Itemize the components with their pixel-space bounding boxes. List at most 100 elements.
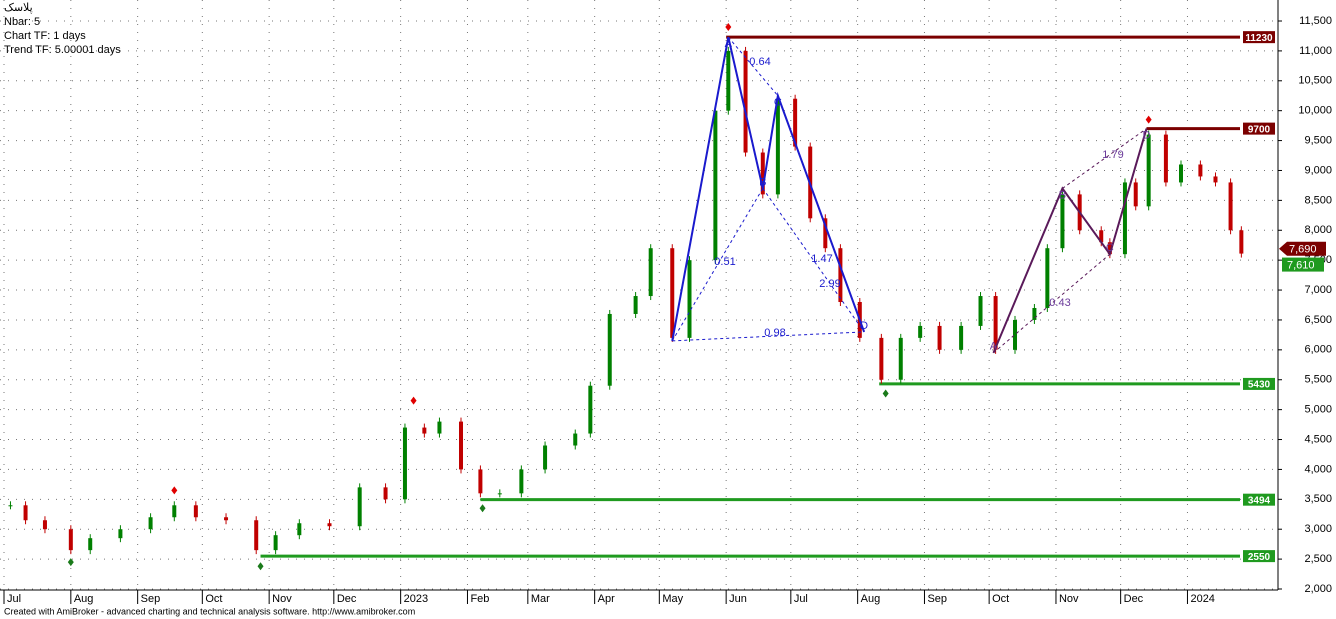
pattern-point-label: A xyxy=(990,341,998,353)
candle xyxy=(273,535,278,551)
pattern-ratio: 1.47 xyxy=(811,253,832,265)
candle xyxy=(327,523,332,527)
candle xyxy=(898,337,903,380)
candle xyxy=(1178,164,1183,183)
candle xyxy=(437,421,442,434)
candle xyxy=(937,325,942,350)
pattern-point-label: A xyxy=(725,38,733,50)
candle xyxy=(478,469,483,494)
level-tag xyxy=(1243,377,1275,390)
candle xyxy=(573,433,578,446)
x-tick-label: Oct xyxy=(992,593,1009,605)
candle xyxy=(1045,248,1050,308)
x-tick-label: Mar xyxy=(531,593,550,605)
candle xyxy=(633,296,638,314)
level-label: 9700 xyxy=(1248,124,1271,135)
candle xyxy=(1146,134,1151,207)
candle xyxy=(713,110,718,261)
y-tick-label: 2,500 xyxy=(1304,553,1332,565)
x-tick-label: Jul xyxy=(7,593,21,605)
candle xyxy=(648,248,653,297)
close-price-tag xyxy=(1282,257,1324,272)
candle xyxy=(1013,319,1018,350)
candle xyxy=(838,248,843,303)
candle xyxy=(297,523,302,536)
candle xyxy=(760,152,765,195)
candle xyxy=(254,520,259,551)
pattern-leg xyxy=(992,128,1148,354)
candle xyxy=(422,427,427,434)
pattern-ratio: 0.64 xyxy=(749,56,770,68)
y-tick-label: 10,000 xyxy=(1298,105,1332,117)
x-tick-label: Apr xyxy=(598,593,615,605)
y-tick-label: 6,500 xyxy=(1304,314,1332,326)
candle xyxy=(8,505,13,507)
level-tag xyxy=(1243,122,1275,135)
pivot-marker xyxy=(410,396,417,405)
candle xyxy=(42,520,47,530)
level-tag xyxy=(1243,493,1275,506)
pattern-point-label: B xyxy=(1059,189,1066,201)
candle xyxy=(23,505,28,521)
x-tick-label: Jun xyxy=(729,593,747,605)
x-tick-label: Aug xyxy=(74,593,94,605)
y-tick-label: 9,000 xyxy=(1304,164,1332,176)
x-tick-label: May xyxy=(662,593,683,605)
y-tick-label: 8,500 xyxy=(1304,194,1332,206)
level-label: 11230 xyxy=(1245,33,1273,44)
pivot-marker xyxy=(67,558,74,567)
x-tick-label: Nov xyxy=(1059,593,1079,605)
pattern-dash xyxy=(993,253,1111,354)
candle xyxy=(726,50,731,111)
pivot-marker xyxy=(479,504,486,513)
y-tick-label: 3,500 xyxy=(1304,493,1332,505)
x-tick-label: Oct xyxy=(205,593,222,605)
x-tick-label: 2023 xyxy=(404,593,428,605)
pattern-dash xyxy=(762,188,865,333)
candle xyxy=(1133,182,1138,207)
candle xyxy=(1060,194,1065,249)
x-tick-label: Jul xyxy=(794,593,808,605)
close-price-label: 7,610 xyxy=(1287,259,1315,271)
y-tick-label: 4,500 xyxy=(1304,433,1332,445)
pattern-ratio: 1.79 xyxy=(1102,149,1123,161)
y-tick-label: 2,000 xyxy=(1304,583,1332,595)
info-line: Trend TF: 5.00001 days xyxy=(4,44,121,56)
candle xyxy=(68,529,73,551)
candle xyxy=(775,98,780,195)
candle xyxy=(607,313,612,386)
x-tick-label: Dec xyxy=(337,593,357,605)
pattern-dash xyxy=(672,331,865,342)
x-tick-label: Sep xyxy=(927,593,947,605)
candle xyxy=(918,325,923,338)
x-tick-label: Feb xyxy=(470,593,489,605)
candle xyxy=(793,98,798,147)
level-label: 3494 xyxy=(1248,495,1271,506)
candle xyxy=(357,487,362,527)
y-tick-label: 6,000 xyxy=(1304,344,1332,356)
candle xyxy=(978,296,983,326)
candle xyxy=(588,385,593,434)
pattern-point-label: B xyxy=(759,176,766,188)
candle xyxy=(670,248,675,338)
candle xyxy=(543,445,548,470)
candle xyxy=(193,505,198,518)
y-tick-label: 4,000 xyxy=(1304,463,1332,475)
pivot-marker xyxy=(1145,115,1152,124)
candle xyxy=(823,218,828,249)
pattern-ratio: 0.43 xyxy=(1049,297,1070,309)
y-tick-label: 11,500 xyxy=(1299,15,1332,27)
pattern-dash xyxy=(1062,128,1147,189)
candle xyxy=(402,427,407,500)
candle xyxy=(1122,182,1127,255)
candle xyxy=(383,487,388,500)
x-tick-label: 2024 xyxy=(1190,593,1214,605)
pattern-ratio: 0.51 xyxy=(714,256,735,268)
pattern-point-label: C xyxy=(1106,242,1114,254)
level-label: 2550 xyxy=(1248,552,1271,563)
y-tick-label: 3,000 xyxy=(1304,523,1332,535)
pivot-marker xyxy=(725,22,732,31)
info-line: Nbar: 5 xyxy=(4,16,40,28)
y-tick-label: 7,000 xyxy=(1304,284,1332,296)
y-tick-label: 11,000 xyxy=(1299,45,1332,57)
